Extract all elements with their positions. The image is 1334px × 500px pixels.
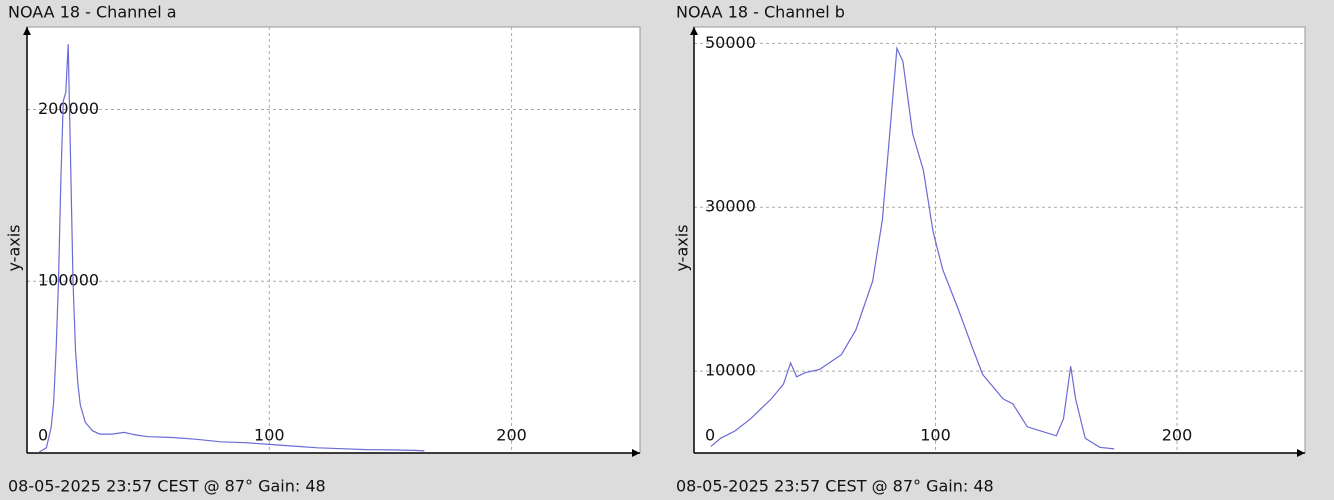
data-line [38, 44, 425, 453]
x-arrow [632, 449, 640, 457]
y-axis-label: y-axis [673, 224, 692, 271]
x-arrow [1297, 449, 1305, 457]
y-tick-label: 50000 [705, 33, 756, 52]
x-tick-label: 100 [254, 426, 285, 445]
y-arrow [23, 27, 31, 35]
panel-caption: 08-05-2025 23:57 CEST @ 87° Gain: 48 [676, 477, 994, 496]
x-tick-label: 200 [1162, 426, 1193, 445]
y-tick-label: 100000 [38, 271, 99, 290]
x-tick-label: 100 [920, 426, 951, 445]
panel-title: NOAA 18 - Channel b [676, 3, 845, 22]
y-tick-label: 30000 [705, 197, 756, 216]
y-arrow [690, 27, 698, 35]
x-tick-label: 200 [496, 426, 527, 445]
panel-caption: 08-05-2025 23:57 CEST @ 87° Gain: 48 [8, 477, 326, 496]
data-line [710, 45, 1115, 450]
plot-area [26, 26, 641, 454]
plot-area [693, 26, 1306, 454]
y-tick-label: 10000 [705, 361, 756, 380]
panel-title: NOAA 18 - Channel a [8, 3, 177, 22]
y-tick-label: 0 [38, 426, 48, 445]
y-axis-label: y-axis [5, 224, 24, 271]
y-tick-label: 200000 [38, 99, 99, 118]
y-tick-label: 0 [705, 426, 715, 445]
